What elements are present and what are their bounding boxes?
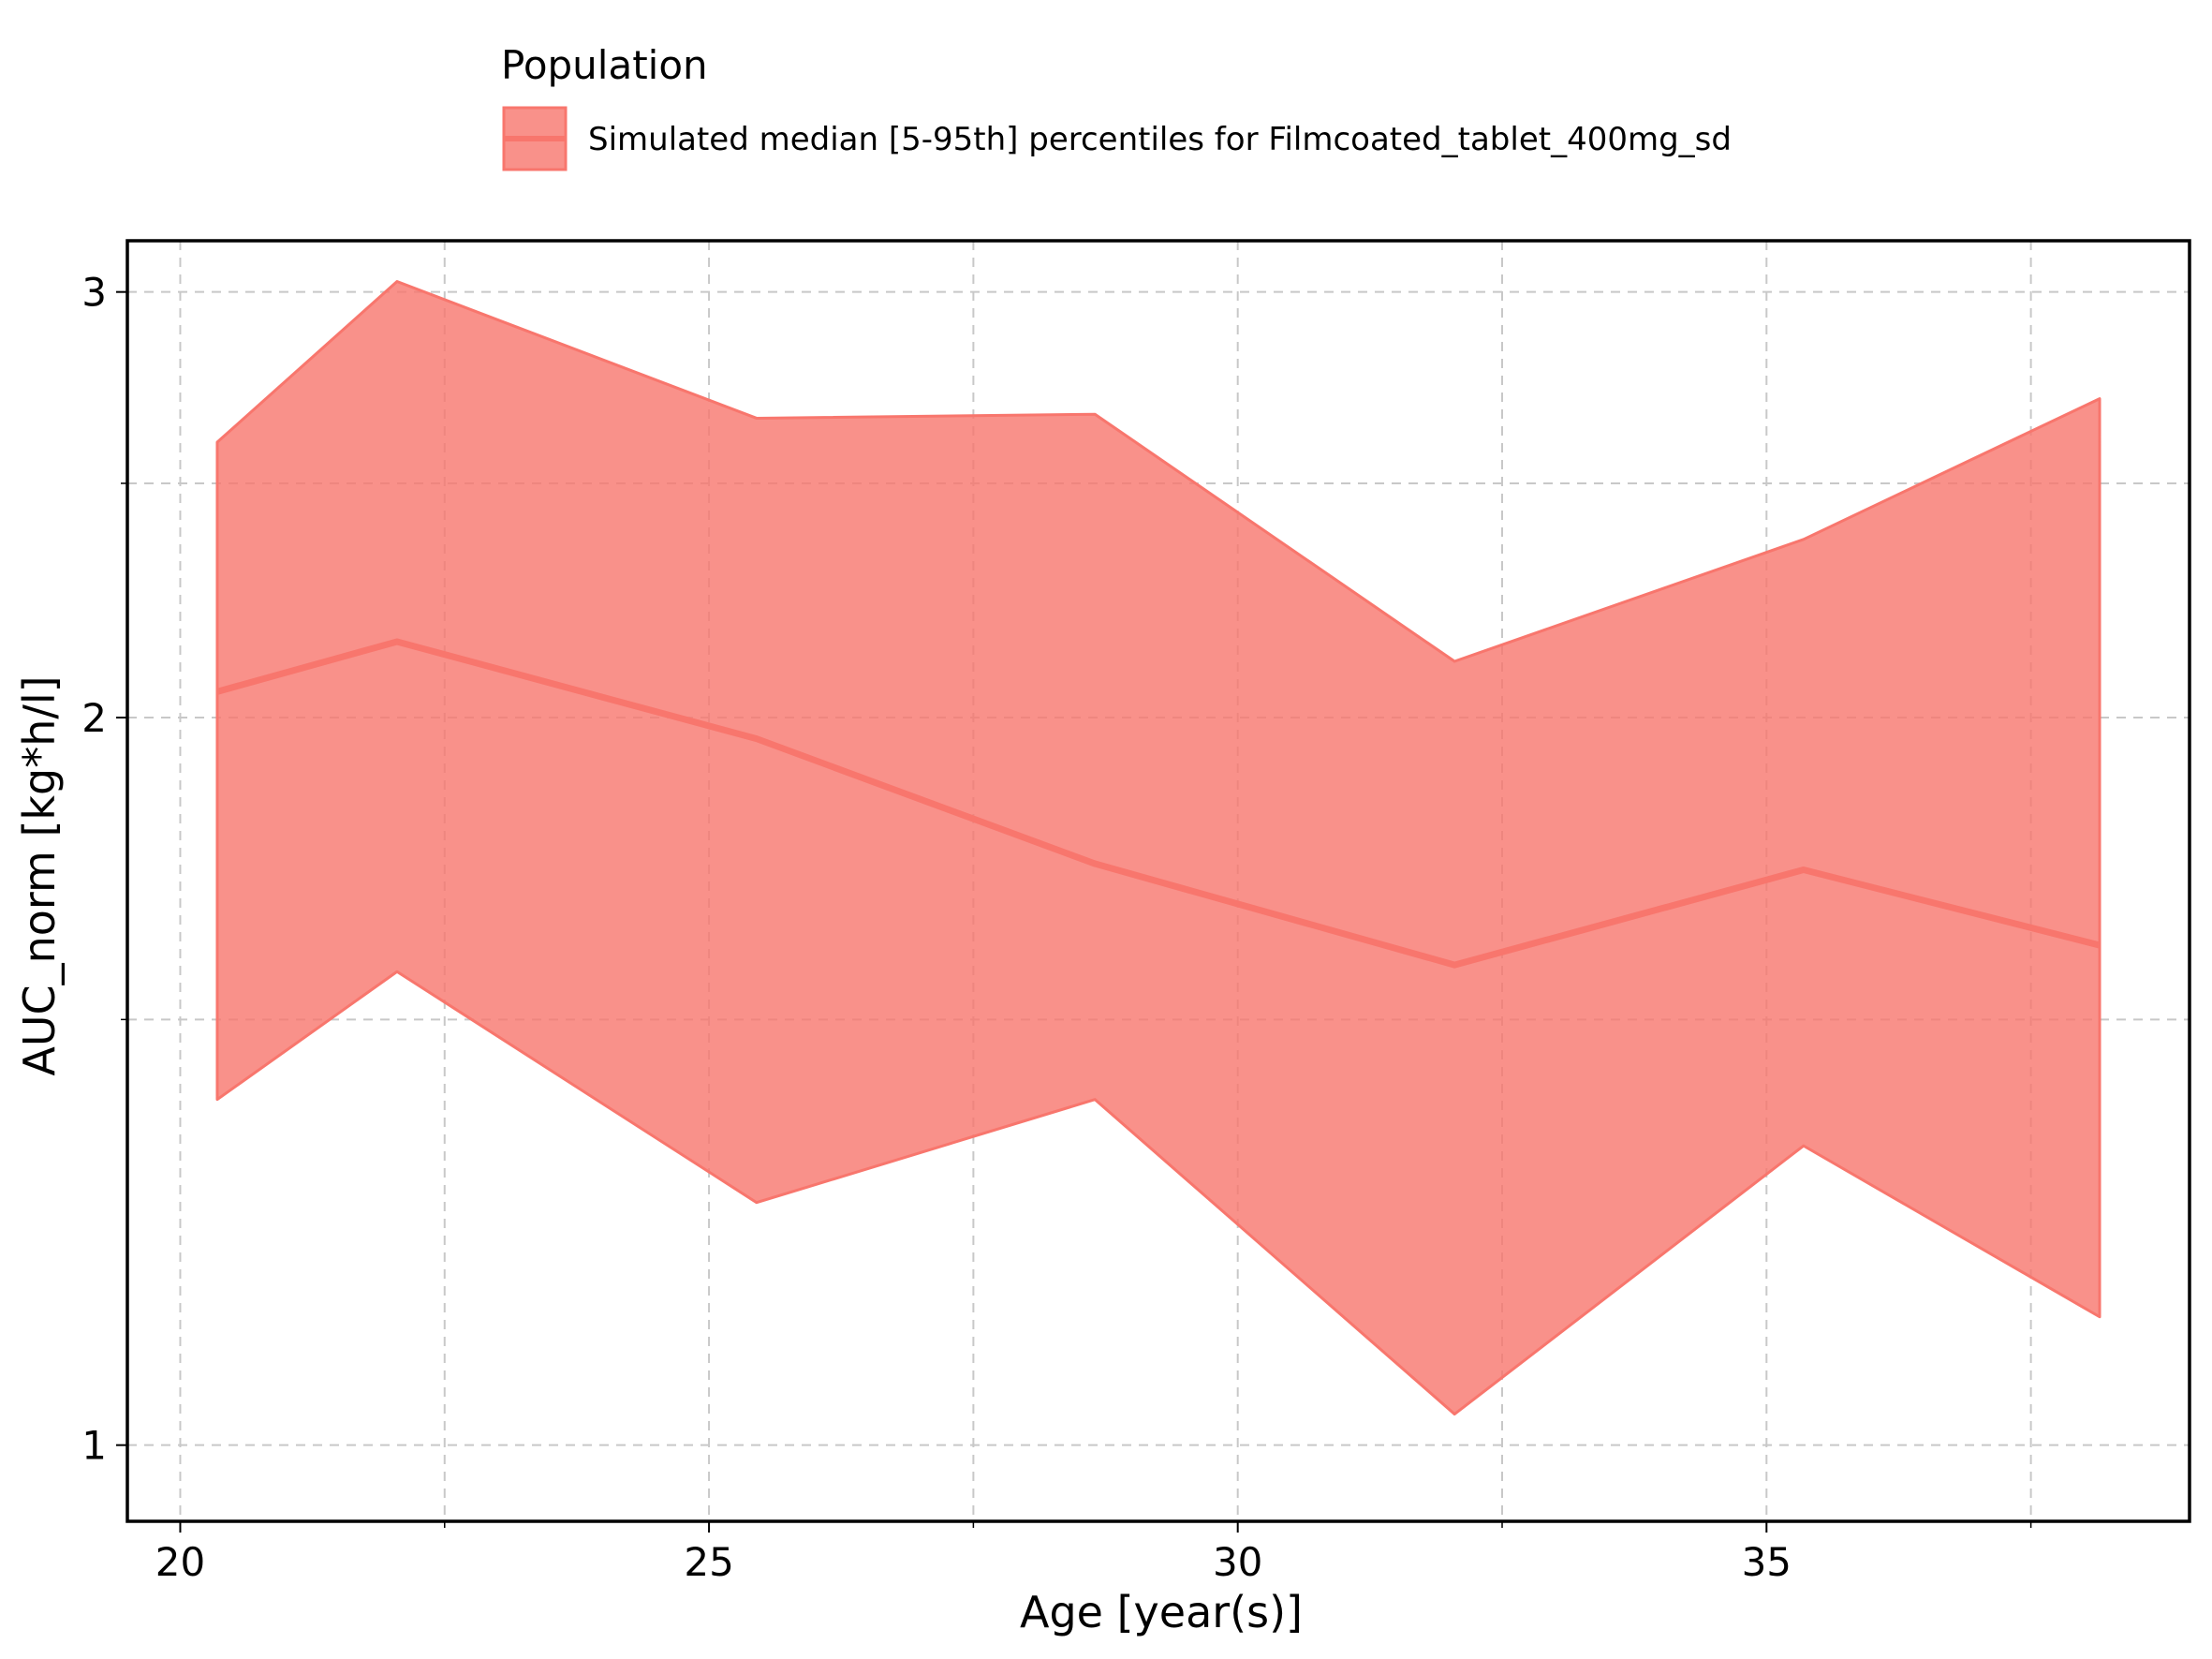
band-layer <box>215 280 2101 1416</box>
median-line-layer <box>216 638 2101 969</box>
x-tick-label: 20 <box>155 1539 205 1585</box>
percentile-band <box>215 280 2101 1416</box>
y-axis-label: AUC_norm [kg*h/l] <box>14 675 65 1075</box>
plot-frame <box>125 239 2191 1523</box>
y-tick-label: 2 <box>81 695 107 741</box>
x-axis-label: Age [year(s)] <box>1020 1587 1303 1637</box>
legend-title: Population <box>501 42 708 88</box>
y-tick-label: 1 <box>81 1423 107 1469</box>
x-tick-label: 35 <box>1742 1539 1792 1585</box>
median-line <box>216 638 2101 969</box>
y-tick-label: 3 <box>81 270 107 316</box>
x-tick-label: 25 <box>684 1539 733 1585</box>
legend-entry-label: Simulated median [5-95th] percentiles fo… <box>588 121 1732 158</box>
y-axis: 1 2 3 <box>81 270 127 1469</box>
legend: Population Simulated median [5-95th] per… <box>501 42 1732 171</box>
x-axis: 20 25 30 35 <box>155 1521 2032 1585</box>
x-tick-label: 30 <box>1213 1539 1262 1585</box>
